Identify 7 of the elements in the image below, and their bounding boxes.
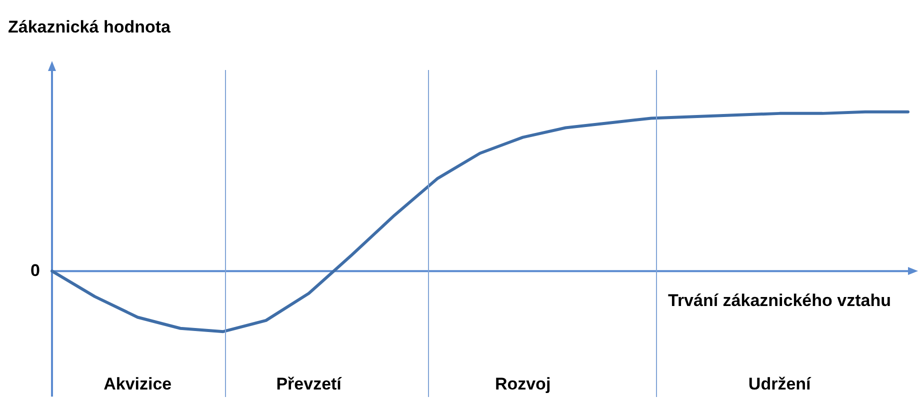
x-axis-title: Trvání zákaznického vztahu: [668, 290, 891, 310]
x-tick-label: Akvizice: [104, 374, 172, 394]
y-axis-title: Zákaznická hodnota: [8, 18, 172, 37]
x-tick-label: Udržení: [748, 374, 812, 394]
text: 0: [30, 260, 40, 280]
x-tick-label: Převzetí: [276, 374, 343, 394]
x-tick-label: Rozvoj: [494, 374, 551, 394]
